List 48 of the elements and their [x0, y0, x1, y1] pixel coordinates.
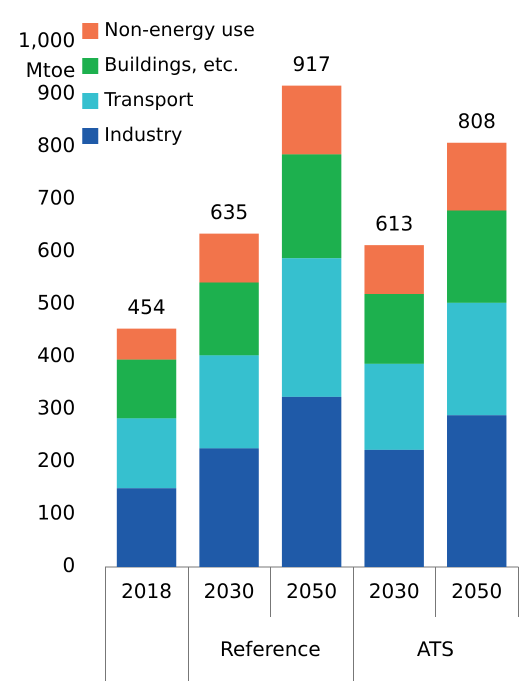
- bar: [364, 450, 424, 567]
- total-label: 613: [375, 211, 414, 236]
- bar: [116, 328, 176, 360]
- bar: [447, 142, 506, 211]
- y-tick-label: 400: [37, 343, 76, 368]
- bar: [116, 488, 176, 567]
- total-label: 454: [127, 294, 166, 319]
- y-tick-label: 1,000: [18, 28, 76, 52]
- y-tick-label: 100: [37, 500, 76, 525]
- bar: [364, 364, 424, 450]
- legend-label: Transport: [103, 88, 194, 111]
- bar: [199, 448, 259, 567]
- legend-label: Buildings, etc.: [104, 54, 239, 76]
- legend-label: Non-energy use: [104, 18, 255, 41]
- x-tick-label: 2018: [121, 579, 172, 604]
- y-tick-label: 0: [62, 553, 76, 578]
- y-tick-label: 200: [37, 448, 76, 472]
- x-tick-label: 2050: [451, 579, 502, 604]
- bar: [199, 282, 259, 356]
- bar: [116, 418, 176, 488]
- total-label: 635: [210, 200, 248, 224]
- bar: [282, 154, 342, 258]
- y-tick-label: 600: [37, 238, 76, 262]
- bar: [282, 86, 342, 154]
- bar: [282, 396, 342, 567]
- text: ATS: [416, 637, 454, 662]
- y-tick-label: 300: [37, 396, 76, 420]
- bar: [447, 415, 506, 567]
- text: Reference: [220, 637, 321, 662]
- legend-label: Industry: [104, 124, 182, 146]
- y-tick-label: 900: [37, 80, 76, 105]
- y-tick-label: 500: [37, 290, 76, 315]
- x-tick-label: 2030: [368, 579, 420, 604]
- total-label: 808: [458, 109, 496, 134]
- y-tick-label: 700: [37, 186, 76, 210]
- y-axis-title: Mtoe: [26, 58, 76, 82]
- bar: [364, 294, 424, 364]
- bar: [282, 258, 342, 397]
- bar: [364, 245, 424, 294]
- bar: [447, 302, 506, 416]
- total-label: 917: [292, 52, 331, 76]
- bar: [199, 234, 259, 282]
- bar: [116, 360, 176, 418]
- x-tick-label: 2050: [286, 579, 338, 604]
- x-tick-label: 2030: [204, 579, 255, 604]
- y-tick-label: 800: [37, 133, 76, 158]
- bar: [447, 210, 506, 303]
- bar: [199, 355, 259, 448]
